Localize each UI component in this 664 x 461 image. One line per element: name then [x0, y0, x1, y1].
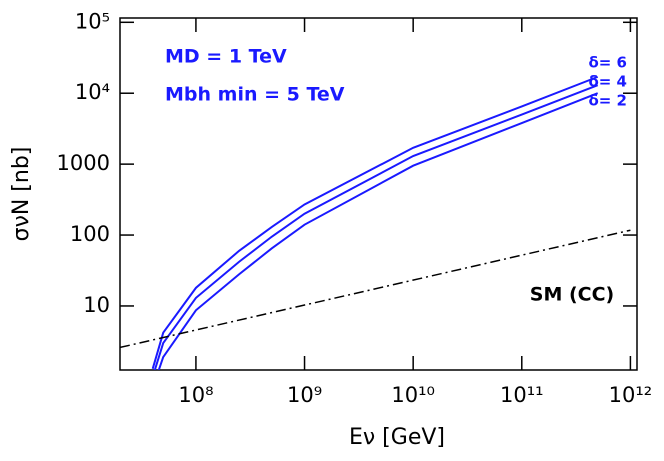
series-label: δ= 2: [588, 92, 627, 110]
x-tick-label: 10¹⁰: [391, 383, 435, 407]
y-tick-label: 1000: [57, 151, 110, 175]
y-tick-label: 10⁵: [75, 9, 110, 33]
y-tick-label: 10: [83, 293, 110, 317]
annotation: MD = 1 TeV: [165, 46, 287, 68]
series-label: δ= 6: [588, 54, 627, 72]
series-line: [120, 229, 631, 349]
x-tick-label: 10¹¹: [500, 383, 544, 407]
annotation: Mbh min = 5 TeV: [165, 84, 345, 106]
x-tick-label: 10⁹: [287, 383, 322, 407]
series-line: [153, 84, 599, 370]
series-label: SM (CC): [530, 284, 614, 306]
x-axis-label: Eν [GeV]: [349, 425, 445, 450]
series-label: δ= 4: [588, 73, 627, 91]
series-line: [151, 75, 599, 370]
y-axis-label: σνN [nb]: [9, 147, 34, 242]
series-line: [157, 92, 599, 370]
x-tick-label: 10¹²: [609, 383, 653, 407]
plot-frame: [119, 17, 638, 371]
y-tick-label: 100: [70, 222, 110, 246]
x-tick-label: 10⁸: [178, 383, 213, 407]
y-tick-label: 10⁴: [75, 80, 110, 104]
